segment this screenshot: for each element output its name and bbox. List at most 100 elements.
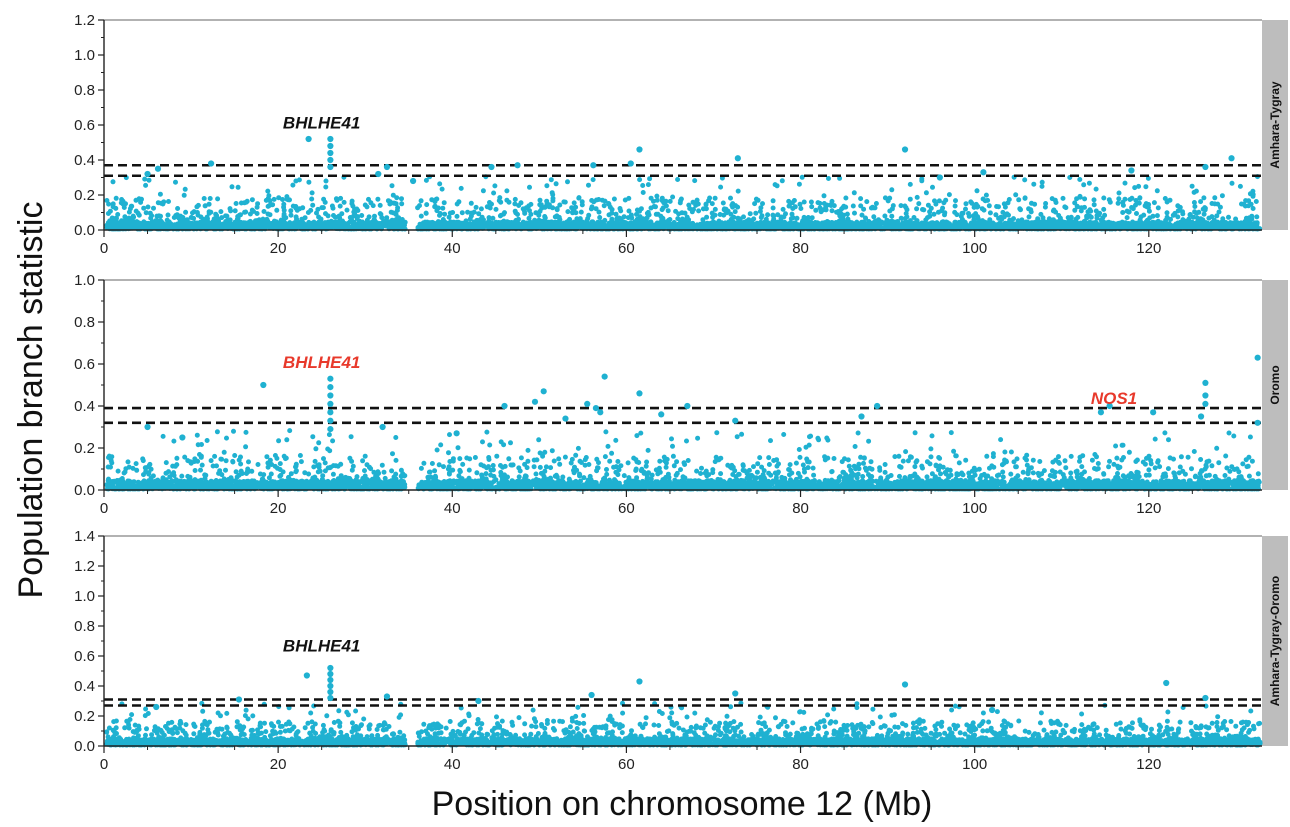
background-points (104, 174, 1263, 232)
peak-point-18 (658, 411, 665, 418)
peak-point-15 (601, 373, 608, 380)
x-tick-label: 60 (618, 756, 635, 773)
peak-point-8 (154, 165, 162, 172)
peak-point-6 (327, 688, 334, 696)
peak-point-15 (1163, 679, 1170, 687)
facet-label: Amhara-Tygray (1268, 81, 1282, 168)
y-tick-label: 1.0 (74, 47, 95, 64)
peak-point-14 (901, 681, 909, 688)
y-tick-label: 1.0 (74, 272, 95, 289)
y-tick-label: 0.6 (74, 356, 95, 373)
x-tick-label: 100 (962, 756, 987, 773)
x-tick-label: 40 (444, 500, 461, 517)
peak-point-3 (327, 142, 334, 150)
y-tick-label: 0.2 (74, 440, 95, 457)
peak-point-14 (627, 160, 634, 167)
x-tick-label: 120 (1136, 240, 1161, 257)
peak-point-7 (327, 417, 334, 424)
facet-strip (1262, 280, 1288, 490)
peak-point-5 (327, 682, 334, 690)
peak-point-25 (1150, 409, 1157, 416)
peak-point-2 (327, 375, 334, 382)
peak-point-2 (327, 664, 334, 672)
peak-point-22 (874, 402, 881, 410)
peak-point-6 (327, 163, 334, 171)
y-tick-label: 0.8 (74, 618, 95, 635)
peak-point-33 (179, 434, 186, 441)
peak-point-21 (858, 413, 865, 420)
gene-annotation-nos1: NOS1 (1091, 389, 1137, 408)
y-tick-label: 0.8 (74, 82, 95, 99)
peak-point-7 (207, 160, 215, 167)
peak-point-17 (153, 703, 160, 711)
x-tick-label: 40 (444, 240, 461, 257)
x-tick-label: 20 (270, 756, 287, 773)
peak-point-24 (936, 174, 943, 181)
peak-point-19 (1128, 167, 1135, 174)
peak-point-17 (636, 390, 643, 397)
y-tick-label: 1.4 (74, 528, 95, 545)
peak-point-29 (1197, 413, 1205, 420)
peak-point-1 (303, 672, 310, 679)
x-tick-label: 20 (270, 240, 287, 257)
x-tick-label: 60 (618, 240, 635, 257)
x-tick-label: 40 (444, 756, 461, 773)
peak-point-10 (540, 388, 547, 395)
peak-point-35 (453, 430, 460, 437)
peak-point-16 (734, 155, 741, 162)
peak-point-18 (980, 169, 987, 176)
panels-group: Amhara-Tygray 0.0 0.2 0.4 0.6 0.8 1.0 1.2 0 20 40 6… (74, 12, 1288, 773)
y-tick-label: 0.4 (74, 398, 95, 415)
peak-point-27 (1202, 392, 1209, 399)
background-points (104, 428, 1262, 492)
peak-point-21 (1228, 155, 1235, 162)
x-tick-label: 0 (100, 756, 108, 773)
y-tick-label: 0.4 (74, 152, 95, 169)
y-tick-label: 1.2 (74, 558, 95, 575)
y-tick-label: 0.8 (74, 314, 95, 331)
peak-point-8 (327, 426, 334, 433)
y-tick-label: 0.0 (74, 482, 95, 499)
peak-point-3 (327, 384, 334, 391)
peak-point-10 (375, 170, 382, 178)
x-tick-label: 80 (792, 240, 809, 257)
peak-point-12 (636, 678, 643, 685)
x-tick-label: 100 (962, 500, 987, 517)
peak-point-9 (501, 402, 508, 410)
peak-point-6 (327, 409, 334, 416)
y-tick-label: 1.0 (74, 588, 95, 605)
y-tick-label: 0.4 (74, 678, 95, 695)
peak-point-12 (514, 162, 521, 169)
x-tick-label: 60 (618, 500, 635, 517)
y-tick-label: 0.2 (74, 708, 95, 725)
peak-point-23 (1097, 409, 1105, 416)
facet-strip (1262, 536, 1288, 746)
peak-point-14 (592, 405, 600, 412)
x-tick-label: 80 (792, 756, 809, 773)
panel-3: Amhara-Tygray-Oromo 0.0 0.2 0.4 0.6 0.8 1.0 1.2… (74, 528, 1288, 773)
gene-annotation-bhlhe41: BHLHE41 (283, 353, 360, 372)
panel-1: Amhara-Tygray 0.0 0.2 0.4 0.6 0.8 1.0 1.2 0 20 40 6… (74, 12, 1288, 257)
gene-annotation-bhlhe41: BHLHE41 (283, 114, 360, 133)
peak-point-3 (327, 670, 334, 678)
peak-point-12 (562, 415, 569, 422)
peak-point-11 (488, 163, 495, 171)
x-tick-label: 0 (100, 500, 108, 517)
facet-label: Oromo (1268, 365, 1282, 404)
peak-point-9 (383, 693, 391, 700)
peak-point-5 (327, 156, 334, 164)
peak-point-19 (684, 402, 691, 410)
peak-point-20 (732, 417, 739, 424)
background-points (104, 700, 1263, 748)
peak-point-13 (732, 690, 739, 697)
y-axis-title: Population branch statistic (12, 202, 50, 599)
peak-point-9 (383, 163, 391, 171)
peak-point-5 (327, 400, 334, 407)
peak-point-31 (1254, 419, 1261, 426)
peak-point-10 (475, 697, 482, 705)
gene-annotation-bhlhe41: BHLHE41 (283, 637, 360, 656)
peak-point-8 (235, 696, 243, 703)
peak-point-30 (1254, 354, 1261, 361)
peak-point-16 (1202, 694, 1209, 702)
peak-point-2 (327, 135, 334, 143)
